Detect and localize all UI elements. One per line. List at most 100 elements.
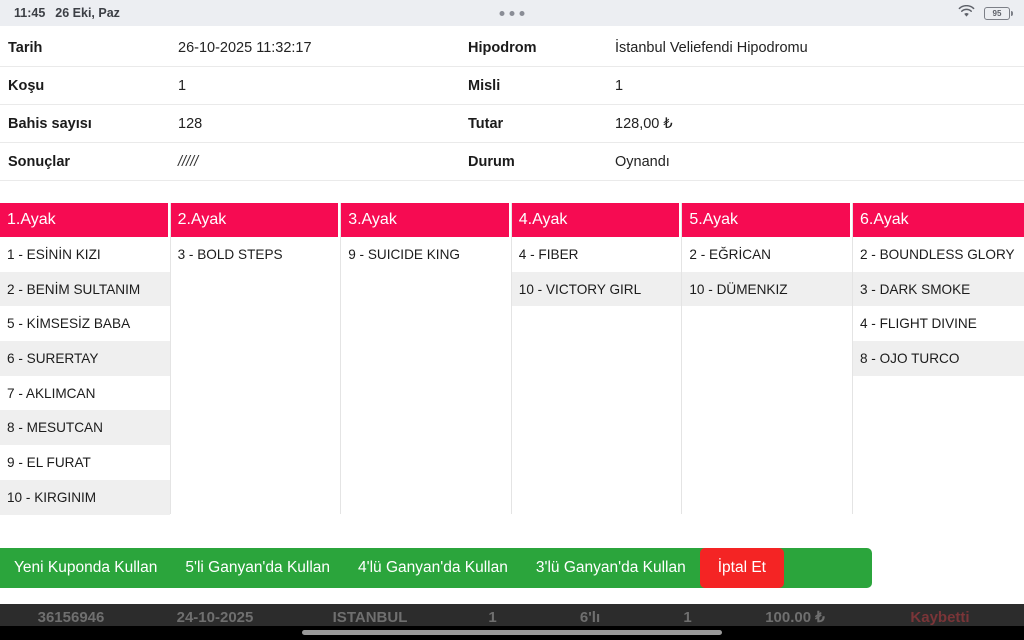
list-item[interactable]: 5 - KİMSESİZ BABA [7, 316, 131, 332]
legs-grid: 1.Ayak 1 - ESİNİN KIZI 2 - BENİM SULTANI… [0, 202, 1024, 515]
info-label-durum: Durum [468, 153, 515, 170]
list-item-empty [511, 410, 682, 446]
use-in-5li-ganyan-button[interactable]: 5'li Ganyan'da Kullan [171, 548, 345, 588]
list-item-empty [511, 341, 682, 376]
list-item[interactable]: 2 - BENİM SULTANIM [0, 271, 170, 307]
list-item-empty [852, 375, 1024, 411]
leg-column-3: 3.Ayak 9 - SUICIDE KING [341, 203, 512, 515]
leg-body-5: 2 - EĞRİCAN 10 - DÜMENKIZ [682, 237, 852, 515]
leg-column-1: 1.Ayak 1 - ESİNİN KIZI 2 - BENİM SULTANI… [0, 203, 171, 515]
info-row: Tarih 26-10-2025 11:32:17 Hipodrom İstan… [0, 29, 1024, 67]
info-label-misli: Misli [468, 77, 501, 94]
list-item-empty [170, 341, 341, 376]
list-item[interactable]: 9 - SUICIDE KING [348, 246, 460, 262]
list-item[interactable]: 3 - BOLD STEPS [177, 246, 283, 262]
leg-header-1: 1.Ayak [0, 203, 170, 237]
info-value-sonuclar: ///// [178, 153, 199, 170]
list-item[interactable]: 8 - MESUTCAN [0, 410, 170, 446]
info-row: Sonuçlar ///// Durum Oynandı [0, 143, 1024, 181]
leg-column-6: 6.Ayak 2 - BOUNDLESS GLORY 3 - DARK SMOK… [852, 203, 1024, 515]
background-ticket-row[interactable]: 36156946 24-10-2025 ISTANBUL 1 6'lı 1 10… [0, 604, 1024, 630]
leg-body-1: 1 - ESİNİN KIZI 2 - BENİM SULTANIM 5 - K… [0, 237, 170, 515]
info-label-hipodrom: Hipodrom [468, 39, 537, 56]
list-item-empty [852, 410, 1024, 446]
info-value-bahis-sayisi: 128 [178, 115, 203, 132]
list-item[interactable]: 4 - FLIGHT DIVINE [859, 316, 977, 332]
leg-column-2: 2.Ayak 3 - BOLD STEPS [170, 203, 342, 515]
use-in-new-coupon-button[interactable]: Yeni Kuponda Kullan [0, 548, 172, 588]
cancel-button[interactable]: İptal Et [699, 548, 784, 588]
list-item-empty [852, 479, 1024, 515]
status-bar-right: 95 [958, 4, 1013, 21]
list-item[interactable]: 10 - KIRGINIM [0, 479, 170, 515]
leg-body-2: 3 - BOLD STEPS [170, 237, 341, 515]
list-item[interactable]: 8 - OJO TURCO [852, 341, 1024, 376]
list-item-empty [341, 341, 511, 376]
info-value-tarih: 26-10-2025 11:32:17 [178, 39, 312, 56]
action-bar: Yeni Kuponda Kullan 5'li Ganyan'da Kulla… [0, 548, 872, 588]
info-row: Bahis sayısı 128 Tutar 128,00 ₺ [0, 105, 1024, 143]
ticket-result: Kaybetti [910, 608, 970, 626]
leg-header-2: 2.Ayak [170, 203, 341, 237]
list-item[interactable]: 2 - BOUNDLESS GLORY [859, 246, 1015, 262]
list-item-empty [682, 306, 852, 342]
home-indicator[interactable] [302, 630, 722, 635]
list-item-empty [341, 306, 511, 342]
leg-header-3: 3.Ayak [341, 203, 511, 237]
list-item-empty [170, 306, 341, 342]
list-item-empty [682, 375, 852, 411]
list-item-empty [682, 479, 852, 515]
list-item[interactable]: 9 - EL FURAT [7, 454, 91, 470]
list-item[interactable]: 6 - SURERTAY [0, 341, 170, 376]
use-in-3lu-ganyan-button[interactable]: 3'lü Ganyan'da Kullan [521, 548, 700, 588]
ticket-date: 24-10-2025 [176, 608, 254, 626]
list-item[interactable]: 1 - ESİNİN KIZI [7, 246, 101, 262]
leg-column-5: 5.Ayak 2 - EĞRİCAN 10 - DÜMENKIZ [682, 203, 853, 515]
leg-header-6: 6.Ayak [852, 203, 1024, 237]
list-item[interactable]: 10 - DÜMENKIZ [682, 271, 852, 307]
battery-level: 95 [992, 8, 1002, 18]
leg-body-3: 9 - SUICIDE KING [341, 237, 511, 515]
ticket-track: ISTANBUL [332, 608, 408, 626]
list-item[interactable]: 10 - VICTORY GIRL [511, 271, 682, 307]
list-item-empty [511, 375, 682, 411]
list-item-empty [170, 375, 341, 411]
list-item[interactable]: 3 - DARK SMOKE [852, 271, 1024, 307]
list-item-empty [682, 445, 852, 480]
info-label-kosu: Koşu [8, 77, 45, 94]
info-label-sonuclar: Sonuçlar [8, 153, 71, 170]
status-bar-left: 11:45 26 Eki, Paz [14, 6, 120, 20]
coupon-info-table: Tarih 26-10-2025 11:32:17 Hipodrom İstan… [0, 29, 1024, 181]
list-item-empty [341, 271, 511, 307]
info-label-tutar: Tutar [468, 115, 504, 132]
list-item-empty [341, 375, 511, 411]
list-item-empty [852, 445, 1024, 480]
use-in-4lu-ganyan-button[interactable]: 4'lü Ganyan'da Kullan [344, 548, 522, 588]
leg-header-5: 5.Ayak [682, 203, 852, 237]
wifi-icon [958, 4, 975, 21]
info-row: Koşu 1 Misli 1 [0, 67, 1024, 105]
info-value-kosu: 1 [178, 77, 187, 94]
list-item-empty [511, 306, 682, 342]
list-item[interactable]: 4 - FIBER [518, 246, 579, 262]
list-item[interactable]: 7 - AKLIMCAN [7, 385, 96, 401]
status-time: 11:45 [14, 6, 46, 20]
ticket-run: 1 [488, 608, 497, 626]
list-item-empty [170, 271, 341, 307]
list-item-empty [511, 445, 682, 480]
info-value-tutar: 128,00 ₺ [615, 115, 673, 132]
list-item-empty [682, 410, 852, 446]
list-item-empty [170, 445, 341, 480]
info-value-hipodrom: İstanbul Veliefendi Hipodromu [615, 39, 808, 56]
list-item-empty [682, 341, 852, 376]
more-dots-icon [499, 10, 525, 16]
info-value-durum: Oynandı [615, 153, 670, 170]
list-item-empty [341, 410, 511, 446]
list-item-empty [341, 479, 511, 515]
leg-body-6: 2 - BOUNDLESS GLORY 3 - DARK SMOKE 4 - F… [852, 237, 1024, 515]
info-value-misli: 1 [615, 77, 624, 94]
list-item-empty [341, 445, 511, 480]
leg-body-4: 4 - FIBER 10 - VICTORY GIRL [511, 237, 682, 515]
list-item[interactable]: 2 - EĞRİCAN [689, 246, 771, 262]
